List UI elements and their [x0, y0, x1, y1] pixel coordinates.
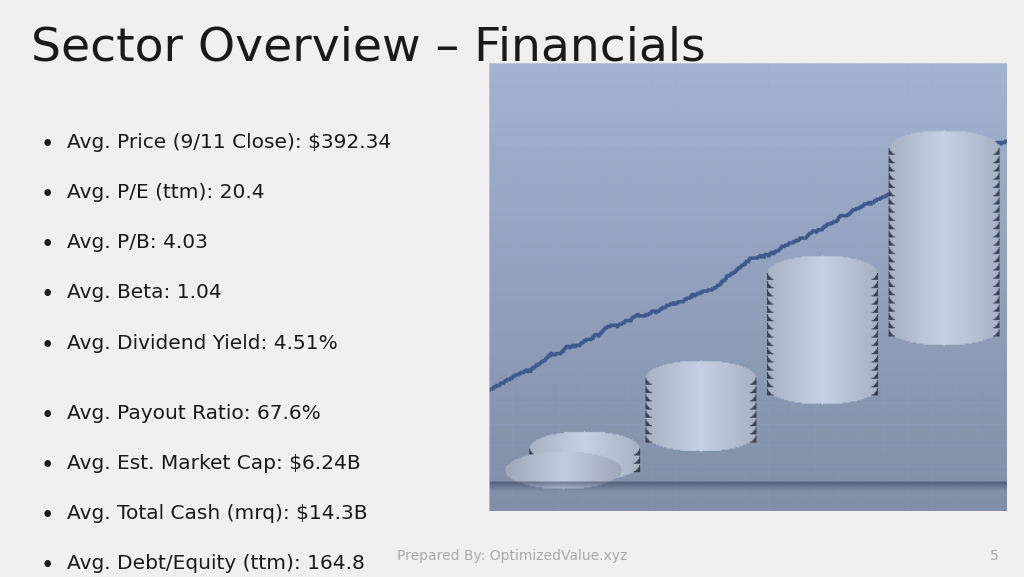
- Text: •: •: [41, 404, 54, 427]
- Text: Avg. P/B: 4.03: Avg. P/B: 4.03: [67, 233, 208, 252]
- Text: Prepared By: OptimizedValue.xyz: Prepared By: OptimizedValue.xyz: [397, 549, 627, 563]
- Text: •: •: [41, 233, 54, 256]
- Text: Avg. Total Cash (mrq): $14.3B: Avg. Total Cash (mrq): $14.3B: [67, 504, 367, 523]
- Text: •: •: [41, 283, 54, 306]
- Text: •: •: [41, 504, 54, 527]
- Text: Avg. Beta: 1.04: Avg. Beta: 1.04: [67, 283, 221, 302]
- Text: 5: 5: [989, 549, 998, 563]
- Text: Avg. Price (9/11 Close): $392.34: Avg. Price (9/11 Close): $392.34: [67, 133, 391, 152]
- Text: Sector Overview – Financials: Sector Overview – Financials: [31, 26, 706, 71]
- Text: •: •: [41, 183, 54, 206]
- Text: •: •: [41, 334, 54, 357]
- Text: Avg. Est. Market Cap: $6.24B: Avg. Est. Market Cap: $6.24B: [67, 454, 360, 473]
- Text: •: •: [41, 554, 54, 577]
- Text: •: •: [41, 454, 54, 477]
- Text: Avg. Payout Ratio: 67.6%: Avg. Payout Ratio: 67.6%: [67, 404, 321, 423]
- Text: Avg. Debt/Equity (ttm): 164.8: Avg. Debt/Equity (ttm): 164.8: [67, 554, 365, 574]
- Text: Avg. Dividend Yield: 4.51%: Avg. Dividend Yield: 4.51%: [67, 334, 337, 353]
- Bar: [489, 63, 1007, 511]
- Text: Avg. P/E (ttm): 20.4: Avg. P/E (ttm): 20.4: [67, 183, 264, 202]
- Text: •: •: [41, 133, 54, 156]
